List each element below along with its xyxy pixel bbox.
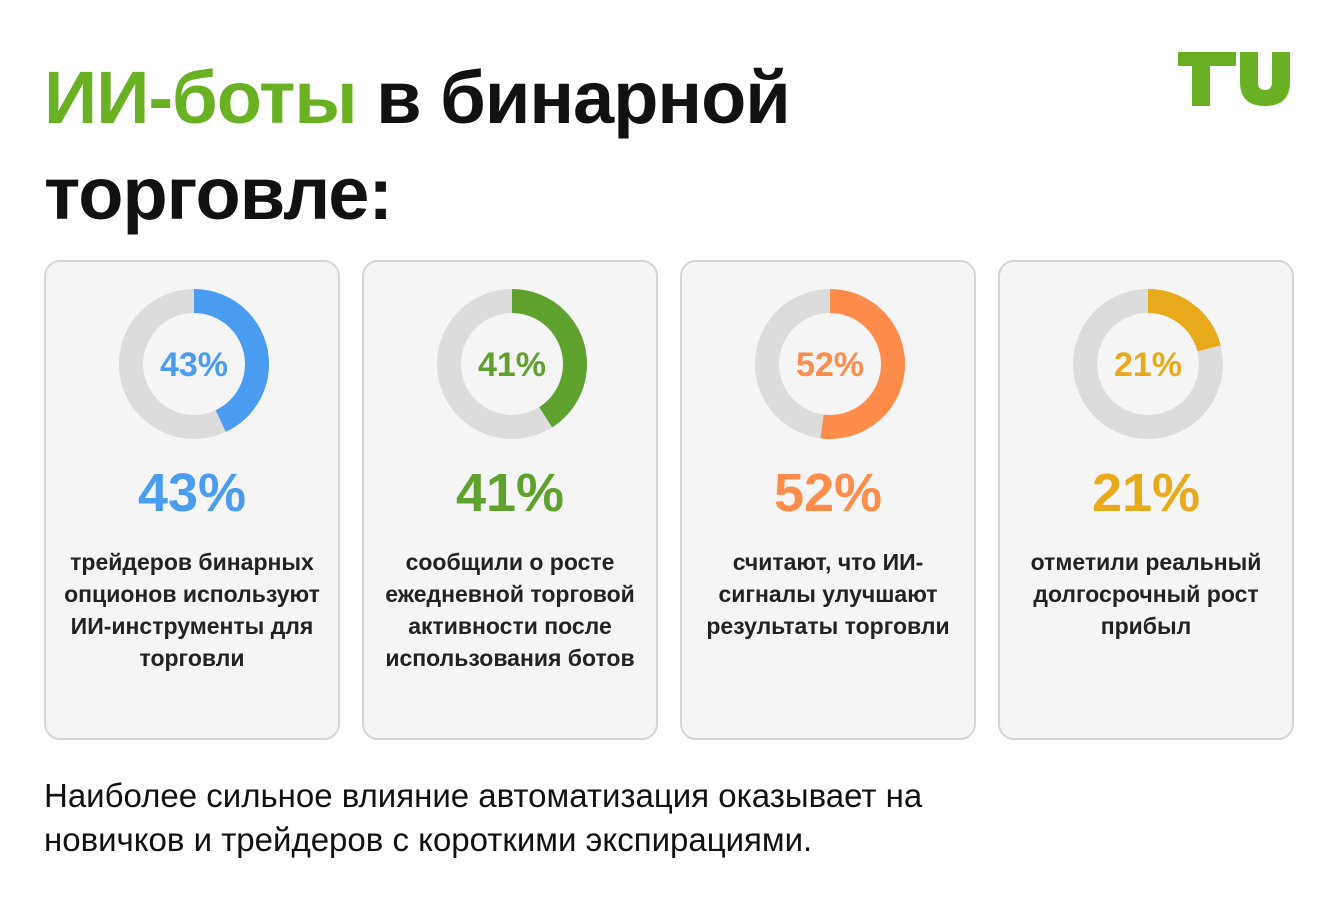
donut-slice — [437, 289, 587, 439]
stats-cards: 43% 43% трейдеров бинарных опционов испо… — [44, 260, 1298, 742]
stat-card: 21% 21% отметили реальный долгосрочный р… — [998, 260, 1294, 740]
stat-card: 52% 52% считают, что ИИ-сигналы улучшают… — [680, 260, 976, 740]
donut-slice — [119, 289, 269, 439]
donut-chart: 21% — [1073, 289, 1223, 439]
donut-label: 43% — [160, 346, 228, 384]
stat-description: считают, что ИИ-сигналы улучшают результ… — [706, 549, 950, 639]
donut-slice — [1073, 289, 1223, 439]
stat-value: 41% — [455, 463, 565, 523]
stat-value: 43% — [137, 463, 247, 523]
donut-label: 21% — [1114, 346, 1182, 384]
donut-chart: 52% — [755, 289, 905, 439]
donut-label: 52% — [796, 346, 864, 384]
stat-description: сообщили о росте ежедневной торговой акт… — [385, 549, 635, 671]
footer-note: Наиболее сильное влияние автоматизация о… — [44, 777, 923, 858]
stat-value: 52% — [773, 463, 883, 523]
title-accent: ИИ-боты — [44, 56, 358, 139]
page-title: ИИ-боты в бинарной торговле: — [44, 50, 944, 242]
stat-card: 43% 43% трейдеров бинарных опционов испо… — [44, 260, 340, 740]
donut-chart: 41% — [437, 289, 587, 439]
stat-card: 41% 41% сообщили о росте ежедневной торг… — [362, 260, 658, 740]
title-line2: торговле: — [44, 152, 393, 235]
donut-chart: 43% — [119, 289, 269, 439]
donut-label: 41% — [478, 346, 546, 384]
stat-description: отметили реальный долгосрочный рост приб… — [1030, 549, 1262, 639]
stat-description: трейдеров бинарных опционов используют И… — [64, 549, 320, 671]
donut-slice — [755, 289, 905, 439]
stat-value: 21% — [1091, 463, 1201, 523]
tu-logo-icon: TU — [1178, 52, 1290, 106]
title-rest: в бинарной — [356, 56, 791, 139]
